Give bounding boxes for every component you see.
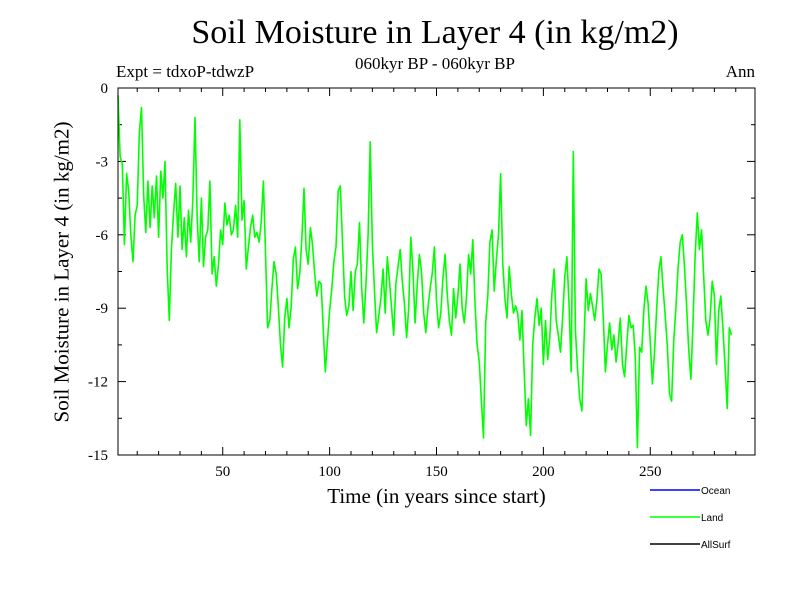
chart-title: Soil Moisture in Layer 4 (in kg/m2) (191, 14, 679, 51)
legend-label-allsurf: AllSurf (701, 540, 731, 551)
y-tick-label: -6 (96, 228, 109, 244)
legend: Ocean Land AllSurf (650, 486, 731, 551)
y-tick-label: -9 (96, 301, 109, 317)
y-tick-label: -3 (96, 154, 109, 170)
chart-subtitle: 060kyr BP - 060kyr BP (355, 54, 515, 73)
season-label: Ann (725, 62, 755, 81)
series-layer (117, 95, 733, 449)
y-tick-label: 0 (101, 81, 109, 97)
experiment-label: Expt = tdxoP-tdwzP (116, 62, 255, 81)
legend-label-ocean: Ocean (701, 486, 730, 497)
x-tick-label: 200 (532, 464, 555, 480)
y-tick-label: -12 (88, 375, 108, 391)
axis-ticks: 50 100 150 200 250 0 -3 -6 -9 -12 -15 (88, 81, 755, 480)
y-axis-label: Soil Moisture in Layer 4 (in kg/m2) (49, 121, 74, 423)
x-tick-label: 100 (318, 464, 341, 480)
x-tick-label: 250 (639, 464, 662, 480)
x-axis-label: Time (in years since start) (327, 484, 546, 508)
legend-label-land: Land (701, 513, 723, 524)
y-tick-label: -15 (88, 448, 108, 464)
series-line-land (117, 95, 733, 449)
plot-frame (117, 87, 756, 456)
x-tick-label: 50 (215, 464, 230, 480)
x-tick-label: 150 (425, 464, 448, 480)
